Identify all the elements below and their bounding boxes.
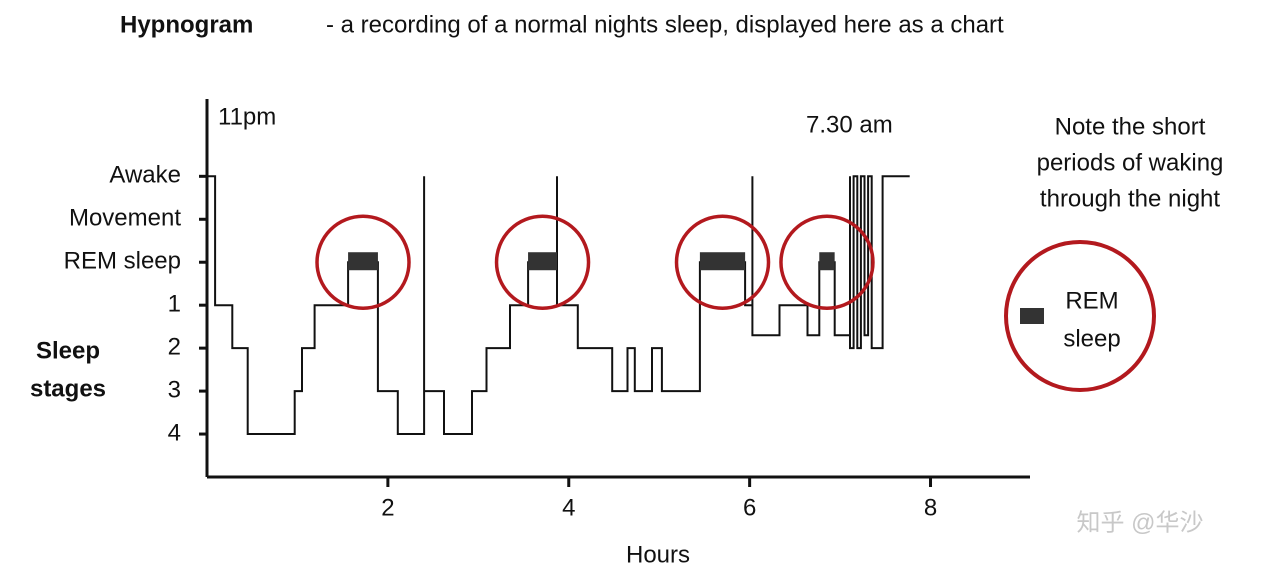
note: periods of waking — [1037, 149, 1224, 176]
chart-title: Hypnogram — [120, 11, 253, 38]
y-tick-label: 2 — [168, 333, 181, 360]
x-tick-label: 8 — [924, 494, 937, 521]
hypnogram-line — [207, 175, 910, 435]
rem-bar — [528, 252, 558, 271]
y-tick-label: REM sleep — [64, 248, 181, 275]
rem-bar — [348, 252, 378, 271]
rem-bar — [699, 252, 746, 271]
y-tick-label: Awake — [109, 162, 181, 189]
x-axis-label: Hours — [626, 541, 690, 568]
x-tick-label: 6 — [743, 494, 756, 521]
rem-circle — [315, 214, 411, 310]
note: through the night — [1040, 185, 1220, 212]
y-tick-label: 3 — [168, 376, 181, 403]
chart-subtitle: - a recording of a normal nights sleep, … — [326, 11, 1004, 38]
rem-circle — [674, 214, 771, 310]
end-label: 7.30 am — [806, 111, 893, 138]
y-tick-label: 1 — [168, 291, 181, 318]
x-tick-label: 2 — [381, 494, 394, 521]
x-tick-label: 4 — [562, 494, 575, 521]
y-tick-label: 4 — [168, 419, 181, 446]
rem-circle — [494, 214, 591, 310]
legend-label: sleep — [1063, 325, 1120, 352]
y-axis-label: Sleep — [36, 337, 100, 364]
note: Note the short — [1055, 113, 1206, 140]
legend-label: REM — [1065, 287, 1118, 314]
rem-circle — [779, 214, 875, 310]
start-label: 11pm — [218, 103, 276, 130]
legend-circle — [1004, 240, 1156, 392]
y-axis-label: stages — [30, 375, 106, 402]
watermark: 知乎 @华沙 — [1076, 509, 1203, 536]
rem-bar — [819, 252, 835, 271]
legend-swatch — [1020, 308, 1044, 324]
y-tick-label: Movement — [69, 205, 181, 232]
